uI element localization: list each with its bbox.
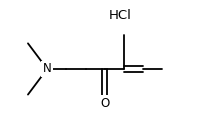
Text: N: N <box>43 62 51 76</box>
Text: HCl: HCl <box>108 9 131 22</box>
Text: O: O <box>100 97 109 110</box>
